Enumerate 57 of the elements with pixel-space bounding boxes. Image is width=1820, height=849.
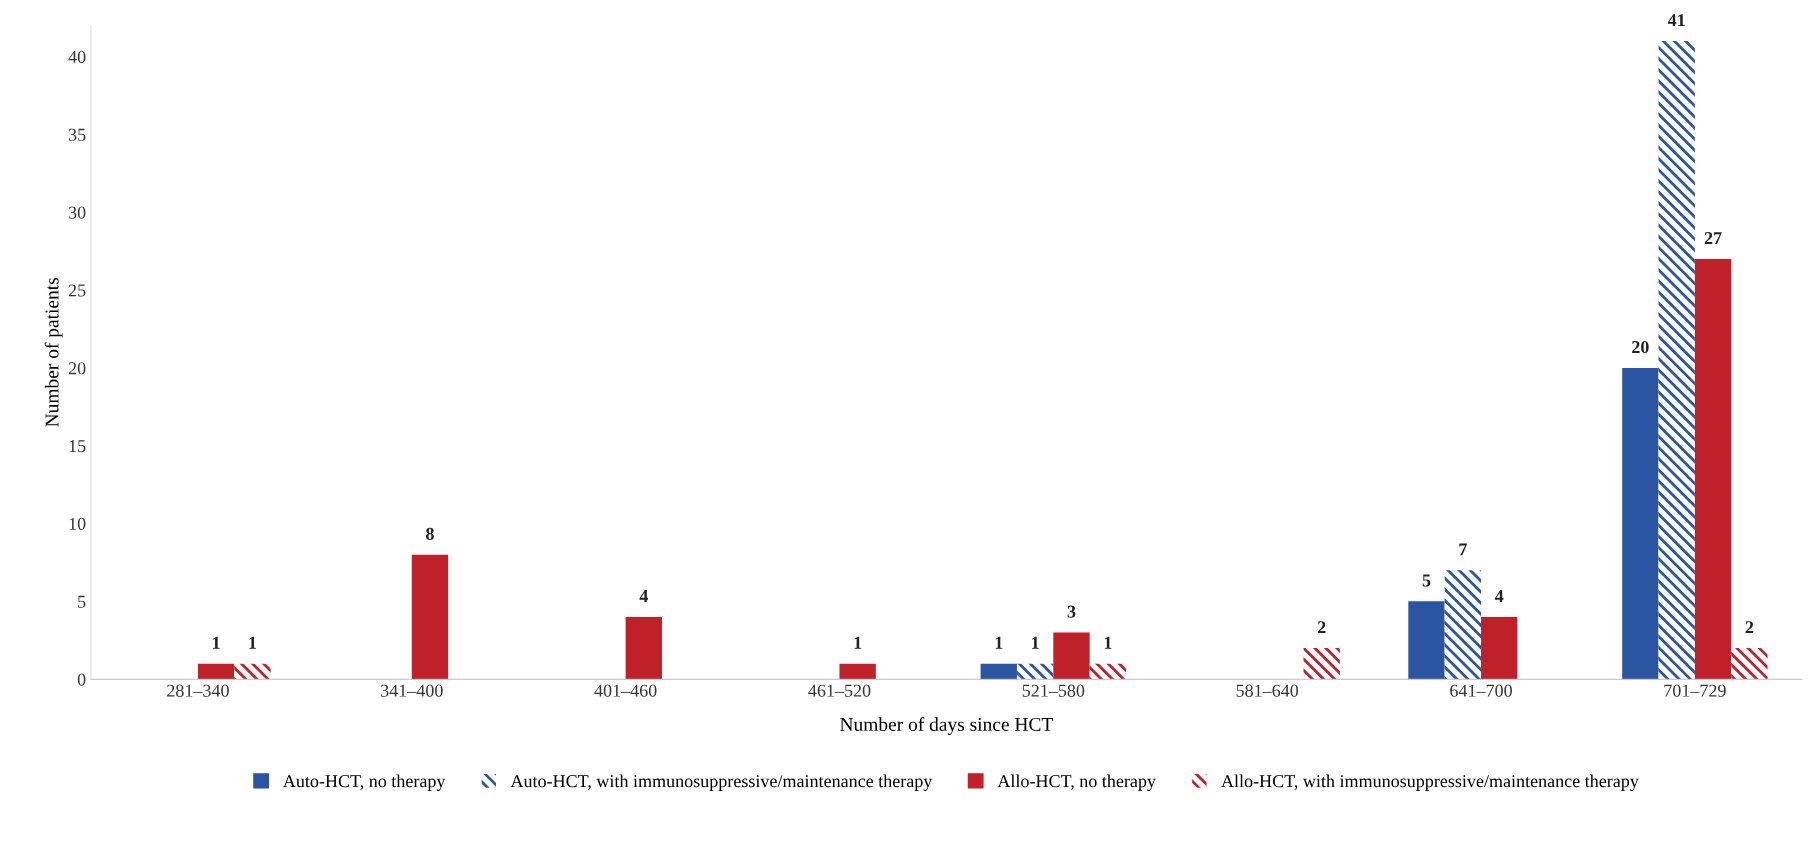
bar [197, 663, 235, 680]
y-tick-label: 35 [68, 128, 86, 141]
bar [1016, 663, 1054, 680]
x-tick-label: 701–729 [1664, 684, 1726, 697]
bar [1694, 258, 1732, 680]
bar [1658, 41, 1695, 680]
data-label: 1 [1104, 636, 1112, 649]
x-tick-label: 341–400 [381, 684, 443, 697]
data-label: 2 [1745, 621, 1754, 634]
bar [1444, 570, 1482, 680]
bar [1089, 663, 1127, 680]
y-tick-label: 5 [78, 595, 86, 608]
y-tick-label: 0 [77, 673, 86, 686]
data-label: 1 [854, 636, 862, 649]
legend-label: Allo-HCT, with immunosuppressive/maintenance therapy [1221, 774, 1639, 791]
y-tick-label: 25 [68, 284, 86, 297]
bar [625, 616, 662, 680]
y-tick-label: 40 [68, 50, 86, 64]
bar [234, 663, 271, 680]
data-label: 1 [213, 636, 220, 649]
bar [1731, 648, 1768, 680]
x-axis-title: Number of days since HCT [840, 717, 1053, 735]
data-label: 4 [1494, 590, 1504, 602]
data-label: 27 [1704, 232, 1722, 244]
y-tick-label: 10 [69, 517, 86, 530]
bar [1622, 367, 1659, 680]
data-label: 20 [1632, 340, 1649, 354]
x-tick-label: 521–580 [1022, 684, 1085, 697]
bar [1053, 632, 1090, 680]
data-label: 7 [1459, 543, 1467, 556]
legend-label: Allo-HCT, no therapy [997, 774, 1156, 791]
data-label: 8 [426, 527, 434, 540]
bar [1408, 601, 1445, 680]
data-label: 1 [1032, 636, 1039, 649]
x-tick-label: 461–520 [808, 684, 871, 697]
y-axis-title: Number of patients [44, 277, 63, 427]
data-label: 1 [249, 636, 257, 649]
x-tick-label: 281–340 [167, 684, 229, 697]
x-tick-label: 641–700 [1450, 684, 1512, 697]
bar [1303, 648, 1340, 680]
bar [839, 663, 876, 680]
legend-label: Auto-HCT, with immunosuppressive/maintenance therapy [510, 774, 933, 791]
x-tick-label: 581–640 [1236, 684, 1299, 697]
y-tick-label: 30 [68, 206, 86, 219]
y-tick-label: 15 [69, 440, 86, 453]
x-tick-label: 401–460 [594, 684, 657, 697]
data-label: 1 [995, 636, 1003, 649]
data-label: 4 [639, 590, 648, 602]
data-label: 3 [1067, 605, 1076, 618]
data-label: 41 [1667, 14, 1685, 27]
legend-label: Auto-HCT, no therapy [283, 774, 446, 791]
data-label: 5 [1422, 574, 1431, 587]
data-label: 2 [1317, 621, 1326, 634]
y-tick-label: 20 [68, 362, 86, 375]
bar [1481, 616, 1518, 680]
bar [411, 554, 449, 680]
bar [980, 663, 1017, 680]
